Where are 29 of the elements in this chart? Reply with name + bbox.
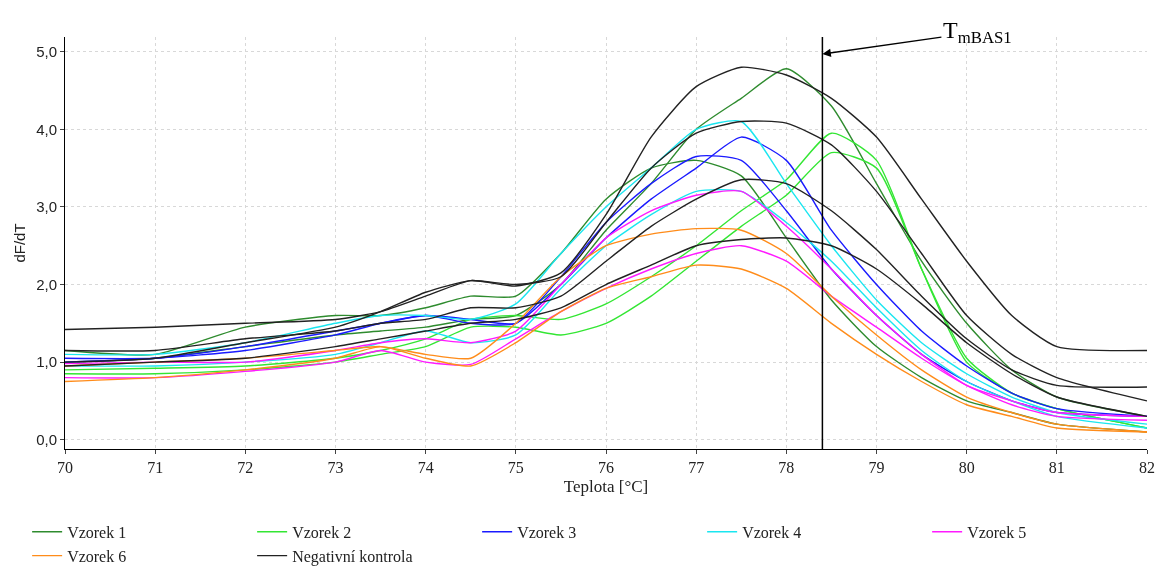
legend-label: Negativní kontrola	[292, 547, 413, 566]
x-tick-label: 74	[417, 459, 434, 477]
y-tick-label: 4,0	[36, 120, 57, 138]
x-tick-label: 73	[327, 459, 344, 477]
x-tick-label: 82	[1139, 459, 1155, 477]
legend-label: Vzorek 1	[67, 524, 127, 542]
y-tick-label: 1,0	[36, 353, 57, 371]
legend-label: Vzorek 5	[967, 524, 1027, 542]
x-tick-label: 81	[1048, 459, 1065, 477]
legend-label: Vzorek 6	[67, 547, 127, 565]
x-tick-label: 75	[507, 459, 524, 477]
x-tick-label: 76	[598, 459, 614, 477]
y-tick-label: 3,0	[36, 198, 57, 216]
x-axis-title: Teplota [°C]	[563, 476, 649, 496]
y-tick-label: 0,0	[36, 430, 57, 448]
x-tick-label: 70	[57, 459, 73, 477]
x-tick-label: 78	[778, 459, 795, 477]
y-tick-label: 2,0	[36, 275, 57, 293]
x-tick-label: 79	[868, 459, 885, 477]
x-tick-label: 80	[958, 459, 975, 477]
x-tick-label: 72	[237, 459, 254, 477]
x-tick-label: 77	[688, 459, 705, 477]
x-tick-label: 71	[147, 459, 164, 477]
legend-label: Vzorek 4	[742, 524, 802, 542]
legend-label: Vzorek 3	[517, 524, 577, 542]
legend-label: Vzorek 2	[292, 524, 352, 542]
y-tick-label: 5,0	[36, 42, 57, 60]
y-axis-title: dF/dT	[11, 223, 29, 263]
ref-line-label: T$_{mBAS1}$	[943, 17, 1012, 48]
